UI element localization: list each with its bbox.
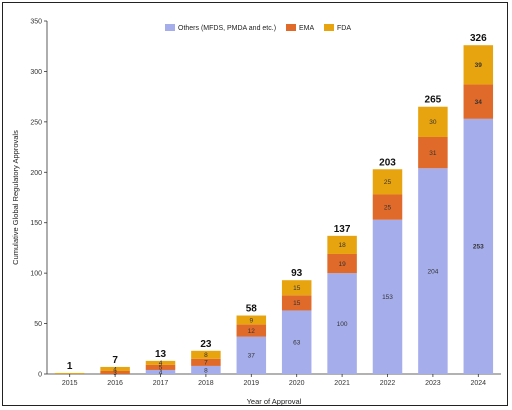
x-tick-label: 2016 [107, 380, 123, 387]
bar-segment-ema [327, 253, 357, 274]
bar-segment-ema [418, 136, 448, 169]
total-value-label: 203 [379, 157, 396, 168]
x-tick-label: 2017 [153, 380, 169, 387]
segment-value-label: 25 [384, 204, 392, 211]
segment-value-label: 4 [159, 369, 163, 376]
segment-value-label: 19 [338, 261, 346, 268]
segment-value-label: 15 [293, 300, 301, 307]
legend-label: Others (MFDS, PMDA and etc.) [178, 25, 276, 32]
segment-value-label: 30 [429, 119, 437, 126]
total-value-label: 58 [246, 304, 258, 315]
y-tick-label: 200 [30, 170, 42, 177]
legend-label: FDA [337, 25, 351, 32]
legend-swatch [286, 24, 296, 31]
legend-swatch [165, 24, 175, 31]
bar-segment-fda [281, 280, 312, 296]
bar-segment-others [236, 336, 267, 374]
x-tick-label: 2023 [425, 380, 441, 387]
segment-value-label: 253 [473, 244, 484, 251]
y-tick-label: 350 [30, 19, 42, 26]
bar-segment-ema [191, 358, 221, 366]
total-value-label: 93 [291, 268, 303, 279]
segment-value-label: 4 [113, 366, 117, 373]
x-tick-label: 2021 [334, 380, 350, 387]
bar-segment-others [327, 273, 357, 374]
bar-segment-others [372, 219, 403, 374]
segment-value-label: 63 [293, 340, 301, 347]
bar-segment-fda [191, 350, 221, 359]
segment-value-label: 18 [338, 242, 346, 249]
x-tick-label: 2015 [62, 380, 78, 387]
total-value-label: 1 [67, 361, 73, 372]
bar-segment-ema [463, 84, 494, 119]
y-tick-label: 300 [30, 69, 42, 76]
bar-segment-others [145, 369, 176, 374]
segment-value-label: 5 [159, 365, 163, 372]
segment-value-label: 31 [429, 150, 437, 157]
total-value-label: 13 [155, 349, 167, 360]
bar-segment-fda [100, 366, 130, 371]
segment-value-label: 37 [248, 353, 256, 360]
chart-frame: 0 50 100 150 200 250 300 350 2015 2016 2017 2018 201… [2, 2, 508, 406]
segment-value-label: 3 [113, 370, 117, 377]
segment-value-label: 153 [382, 294, 393, 301]
bar-segment-ema [281, 295, 312, 311]
segment-value-label: 25 [384, 179, 392, 186]
legend-swatch [324, 24, 334, 31]
bar-segment-fda [418, 106, 448, 137]
y-axis-title: Cumulative Global Regulatory Approvals [11, 130, 20, 265]
total-value-label: 7 [112, 355, 118, 366]
segment-value-label: 4 [159, 360, 163, 367]
total-value-label: 137 [334, 224, 351, 235]
segment-value-label: 39 [475, 62, 483, 69]
segment-value-label: 8 [204, 352, 208, 359]
bar-segment-others [191, 365, 221, 374]
segment-value-label: 12 [248, 328, 256, 335]
bars: 1347454138782337129586315159310019181371… [54, 33, 494, 377]
bar-segment-fda [145, 360, 176, 365]
bar-segment-fda [236, 315, 267, 325]
legend: Others (MFDS, PMDA and etc.) EMA FDA [165, 24, 351, 32]
segment-value-label: 100 [337, 321, 348, 328]
y-tick-label: 250 [30, 119, 42, 126]
segment-value-label: 34 [475, 99, 483, 106]
x-tick-label: 2018 [198, 380, 214, 387]
bar-segment-others [463, 118, 494, 375]
stacked-bar-chart: 0 50 100 150 200 250 300 350 2015 2016 2017 2018 201… [11, 19, 501, 406]
bar-segment-ema [372, 194, 403, 220]
x-tick-label: 2022 [380, 380, 396, 387]
bar-segment-others [418, 168, 448, 374]
segment-value-label: 15 [293, 285, 301, 292]
x-axis-title: Year of Approval [247, 397, 302, 406]
segment-value-label: 9 [249, 317, 253, 324]
x-tick-label: 2019 [244, 380, 260, 387]
bar-segment-ema [100, 370, 130, 374]
y-tick-label: 50 [34, 321, 42, 328]
bar-segment-ema [145, 364, 176, 370]
bar-segment-fda [372, 169, 403, 195]
bar-segment-others [281, 310, 312, 374]
bar-segment-fda [54, 372, 85, 374]
total-value-label: 265 [425, 95, 442, 106]
bar-segment-fda [327, 235, 357, 254]
bar-segment-ema [236, 324, 267, 337]
y-tick-label: 100 [30, 271, 42, 278]
total-value-label: 23 [200, 339, 212, 350]
segment-value-label: 204 [427, 268, 438, 275]
y-tick-label: 0 [38, 372, 42, 379]
segment-value-label: 8 [204, 367, 208, 374]
legend-label: EMA [299, 25, 315, 32]
x-tick-label: 2020 [289, 380, 305, 387]
x-tick-label: 2024 [471, 380, 487, 387]
total-value-label: 326 [470, 33, 487, 44]
segment-value-label: 7 [204, 360, 208, 367]
y-tick-label: 150 [30, 220, 42, 227]
bar-segment-fda [463, 45, 494, 85]
